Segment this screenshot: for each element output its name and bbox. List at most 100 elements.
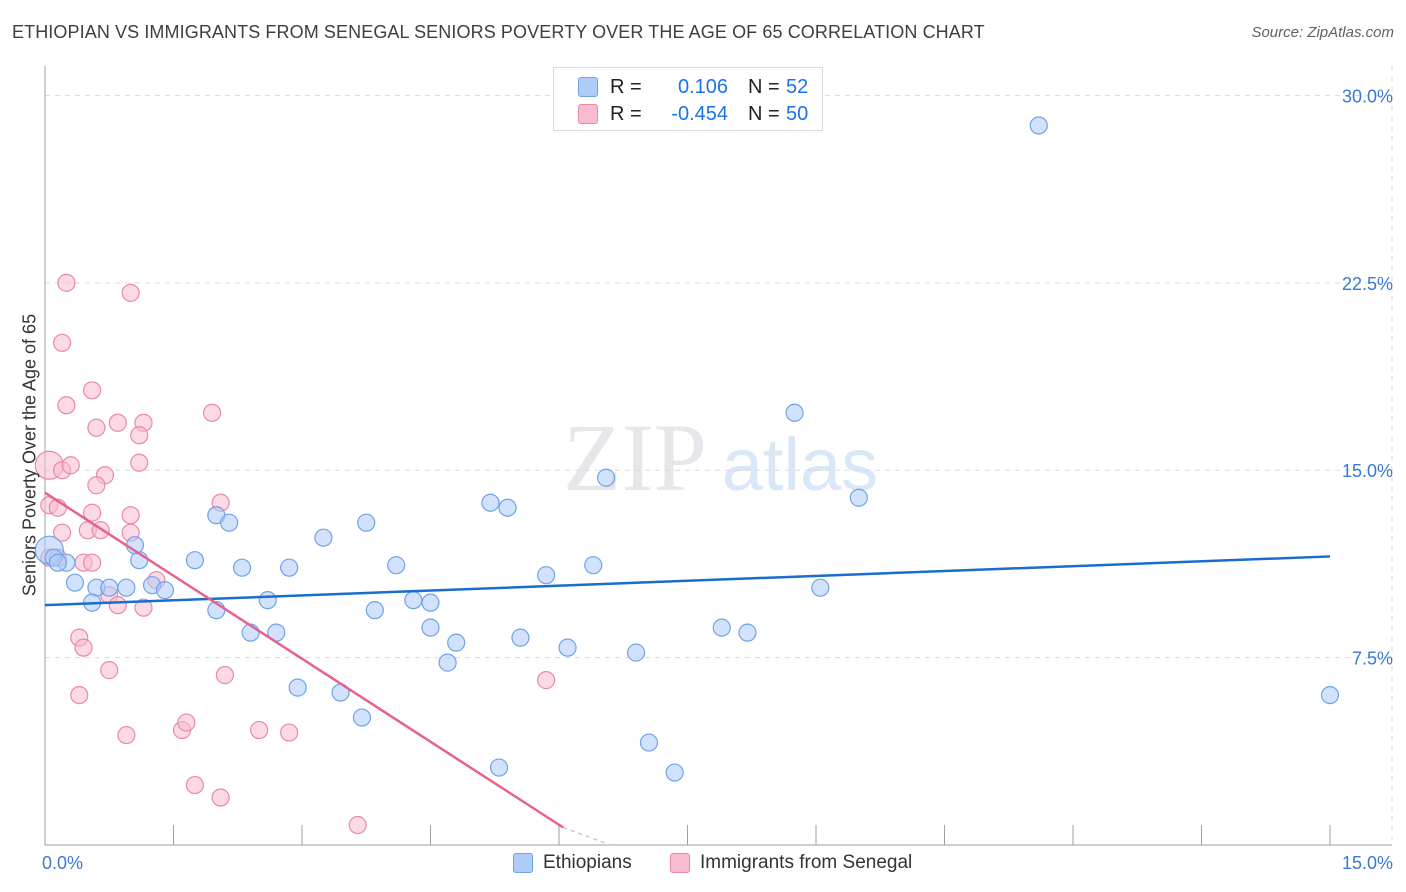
ethiopian-point (558, 638, 577, 657)
senegal-point (83, 381, 102, 400)
ethiopian-point (1320, 685, 1340, 705)
senegal-trend-line (44, 491, 564, 829)
ethiopian-point (489, 758, 509, 777)
legend-item-senegal[interactable]: Immigrants from Senegal (670, 852, 912, 874)
y-tick-label: 30.0% (1342, 86, 1393, 106)
legend-n-value: 50 (786, 102, 809, 125)
ethiopian-point (421, 618, 440, 637)
senegal-point (108, 413, 127, 432)
senegal-points (34, 273, 556, 835)
tick-labels: 7.5% 15.0% 22.5% 30.0% 0.0% 15.0% (42, 86, 1393, 873)
legend-swatch-pink (670, 853, 690, 873)
ethiopian-point (404, 591, 423, 610)
y-tick-label: 15.0% (1342, 461, 1393, 481)
senegal-point (87, 418, 106, 437)
watermark-zip: ZIP (563, 404, 707, 511)
ethiopian-point (387, 556, 406, 575)
y-tick-label: 22.5% (1342, 274, 1393, 294)
legend-label: Immigrants from Senegal (700, 852, 913, 873)
legend-swatch-blue (578, 77, 598, 97)
ethiopian-point (365, 601, 384, 620)
ethiopian-point (1029, 116, 1048, 135)
ethiopian-point (498, 498, 517, 517)
senegal-point (348, 815, 367, 835)
senegal-point (61, 456, 80, 475)
chart-title: ETHIOPIAN VS IMMIGRANTS FROM SENEGAL SEN… (12, 22, 985, 42)
senegal-point (74, 638, 93, 657)
ethiopian-point (849, 488, 868, 507)
ethiopian-point (288, 678, 307, 697)
ethiopian-point (185, 551, 205, 570)
legend-r-value: -0.454 (671, 102, 728, 125)
senegal-point (185, 775, 205, 795)
legend-swatch-blue (513, 853, 533, 873)
ethiopian-point (597, 468, 616, 487)
ethiopian-point (811, 578, 830, 597)
ethiopian-point (785, 403, 804, 422)
senegal-point (215, 666, 234, 685)
ethiopian-point (314, 528, 333, 547)
legend-r-label: R = (610, 75, 642, 98)
senegal-point (87, 476, 106, 495)
ethiopian-point (639, 733, 659, 752)
legend-swatch-pink (578, 104, 598, 124)
ethiopian-point (421, 593, 440, 612)
legend-n-label: N = (748, 75, 780, 98)
senegal-point (211, 788, 230, 807)
ethiopians-trend-line (44, 555, 1331, 607)
legend-r-label: R = (610, 102, 642, 125)
ethiopian-point (511, 628, 530, 647)
ethiopian-point (357, 513, 376, 532)
senegal-point (57, 396, 76, 415)
source-label: Source: ZipAtlas.com (1251, 24, 1394, 41)
senegal-point (280, 723, 299, 742)
y-axis-label: Seniors Poverty Over the Age of 65 (19, 313, 40, 597)
legend-row-senegal: R = -0.454 N = 50 (578, 101, 808, 127)
senegal-point (57, 273, 76, 292)
x-tick-label: 0.0% (42, 853, 83, 873)
senegal-point (202, 403, 222, 422)
ethiopian-point (220, 513, 239, 532)
grid-lines (45, 66, 1393, 845)
watermark: ZIP atlas (563, 404, 878, 511)
senegal-point (537, 671, 556, 690)
ethiopian-point (117, 578, 136, 597)
senegal-point (100, 661, 119, 680)
legend-label: Ethiopians (543, 852, 632, 873)
ethiopian-point (712, 618, 731, 637)
senegal-point (177, 713, 196, 732)
senegal-point (83, 503, 102, 522)
ethiopian-point (232, 558, 252, 577)
ethiopian-point (280, 558, 299, 577)
ethiopian-point (738, 623, 757, 642)
senegal-point (121, 283, 140, 302)
senegal-point (130, 426, 149, 445)
senegal-point (134, 598, 153, 617)
ethiopian-point (447, 633, 466, 652)
x-tick-label: 15.0% (1342, 853, 1393, 873)
ethiopian-point (626, 643, 646, 662)
senegal-point (53, 523, 72, 542)
ethiopian-point (352, 708, 372, 727)
senegal-point (121, 506, 140, 525)
legend-row-ethiopians: R = 0.106 N = 52 (578, 74, 808, 100)
legend-n-value: 52 (786, 75, 809, 98)
ethiopian-point (258, 591, 277, 610)
senegal-point (130, 453, 149, 472)
ethiopian-point (48, 553, 67, 572)
legend-item-ethiopians[interactable]: Ethiopians (513, 852, 632, 874)
legend-r-value: 0.106 (677, 75, 728, 98)
legend-n-label: N = (748, 102, 780, 125)
senegal-point (70, 685, 89, 705)
y-tick-label: 7.5% (1352, 649, 1393, 669)
ethiopian-point (438, 653, 457, 672)
correlation-legend: R = 0.106 N = 52 R = -0.454 N = 50 (553, 67, 823, 131)
ethiopian-point (665, 763, 684, 782)
series-legend: Ethiopians Immigrants from Senegal (0, 850, 1406, 878)
ethiopian-point (100, 578, 119, 597)
senegal-trend-extension (563, 826, 611, 846)
axes (44, 66, 1392, 846)
ethiopian-point (584, 556, 603, 575)
senegal-point (83, 553, 102, 572)
